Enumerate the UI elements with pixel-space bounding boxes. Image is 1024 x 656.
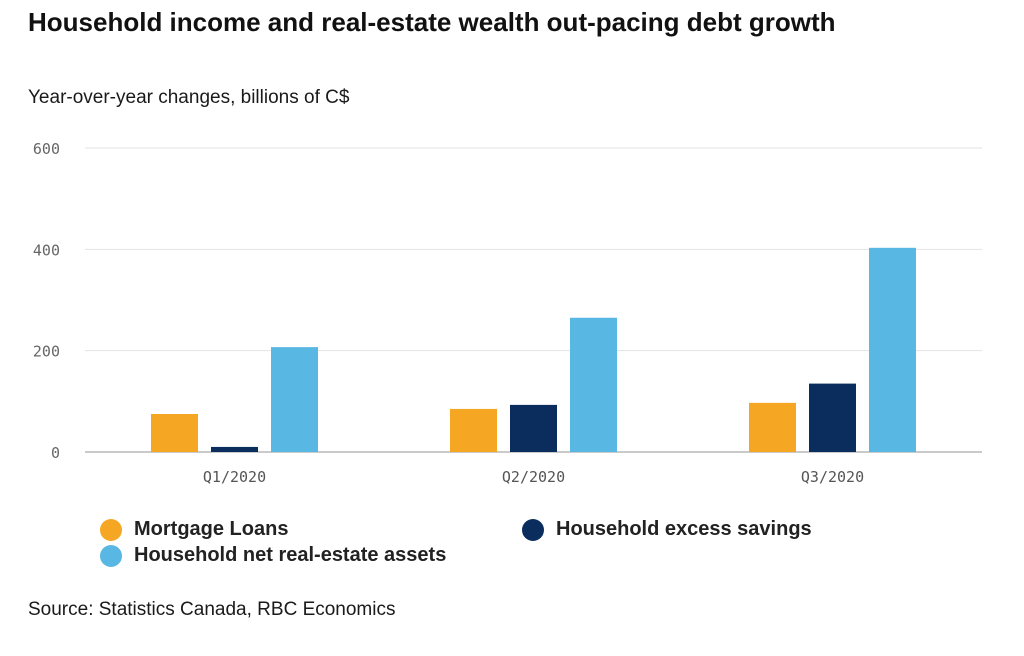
legend-swatch-household-excess-savings [522,518,544,541]
legend-swatch-mortgage-loans [100,518,122,541]
chart-title: Household income and real-estate wealth … [28,7,836,37]
y-tick-label: 600 [33,140,60,158]
x-tick-label: Q3/2020 [801,468,864,486]
bar [271,347,318,452]
x-tick-label: Q1/2020 [203,468,266,486]
y-tick-label: 200 [33,343,60,361]
y-tick-label: 400 [33,241,60,259]
legend-label-mortgage-loans: Mortgage Loans [134,518,289,540]
legend-item-mortgage-loans: Mortgage Loans [100,518,288,541]
legend-label-household-excess-savings: Household excess savings [556,518,812,540]
y-tick-label: 0 [51,444,60,462]
x-tick-label: Q2/2020 [502,468,565,486]
bar [809,383,856,452]
bar [749,402,796,452]
bar [450,408,497,452]
chart-legend: Mortgage Loans Household excess savings … [100,514,980,574]
bar-chart: 0 200 400 600 Q1/2020 Q2/2020 Q3/2020 [33,140,982,486]
legend-label-household-net-real-estate-assets: Household net real-estate assets [134,544,447,566]
legend-item-household-net-real-estate-assets: Household net real-estate assets [100,544,446,567]
chart-subtitle: Year-over-year changes, billions of C$ [28,87,350,108]
bar [570,317,617,452]
source-note: Source: Statistics Canada, RBC Economics [28,599,396,620]
bar [211,446,258,452]
bar [151,414,198,452]
bar [869,247,916,452]
bar [510,404,557,452]
legend-swatch-household-net-real-estate-assets [100,544,122,567]
legend-item-household-excess-savings: Household excess savings [522,518,812,541]
